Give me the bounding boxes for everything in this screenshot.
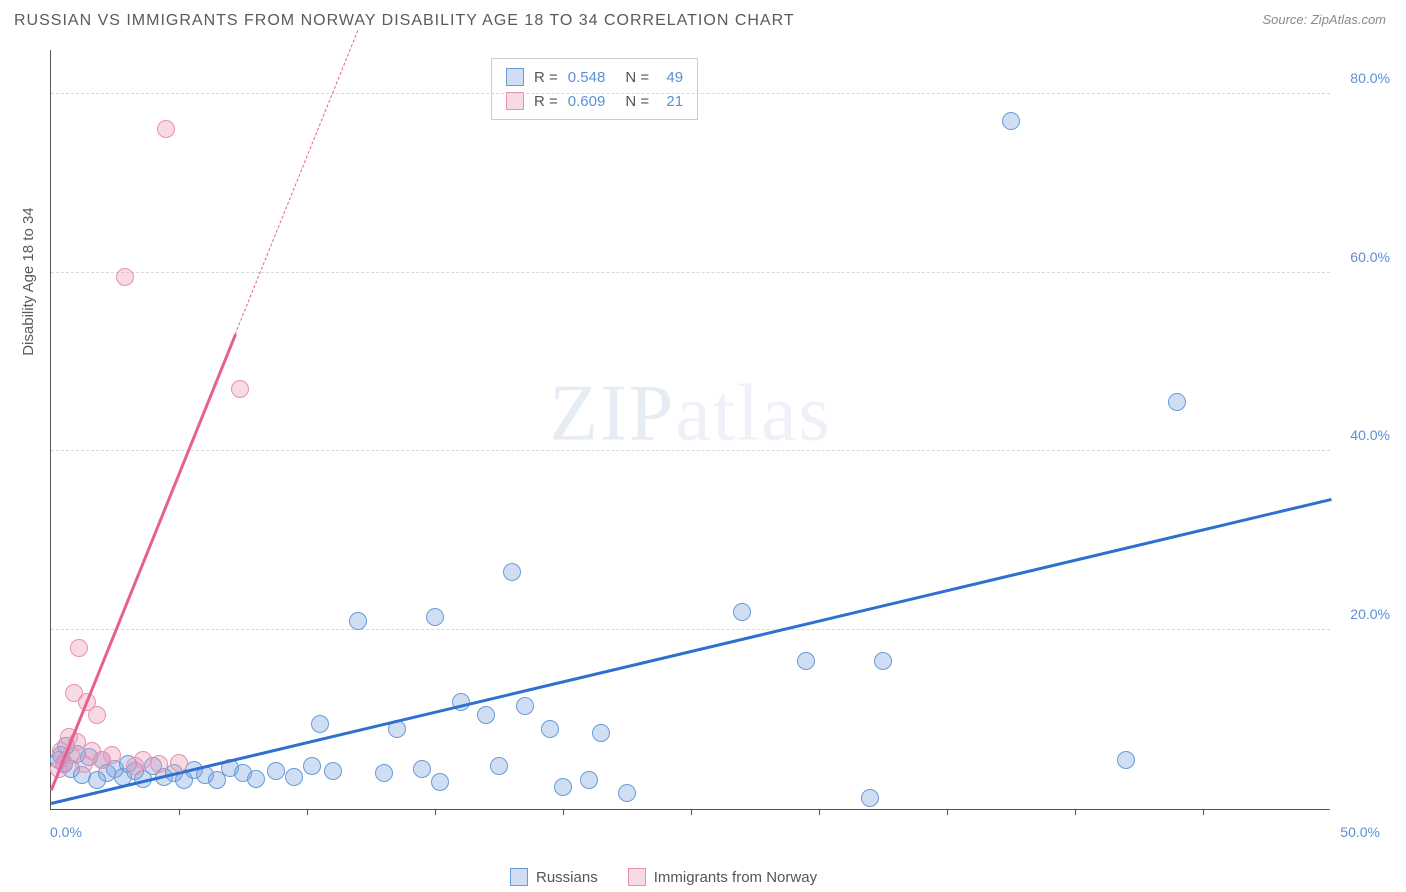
watermark: ZIPatlas (549, 369, 832, 460)
legend-label: Russians (536, 869, 598, 886)
norway-point (103, 746, 121, 764)
russians-legend-swatch (510, 868, 528, 886)
norway-legend-swatch (628, 868, 646, 886)
r-value: 0.609 (568, 93, 606, 110)
russians-point (592, 724, 610, 742)
russians-trendline (51, 498, 1332, 804)
norway-point (70, 639, 88, 657)
russians-point (503, 563, 521, 581)
russians-point (349, 612, 367, 630)
russians-point (1117, 751, 1135, 769)
r-label: R = (534, 69, 558, 86)
plot-area: ZIPatlas R =0.548N =49R =0.609N =21 20.0… (50, 50, 1330, 810)
gridline (51, 629, 1330, 630)
r-value: 0.548 (568, 69, 606, 86)
russians-point (303, 757, 321, 775)
y-tick-label: 80.0% (1350, 70, 1390, 86)
x-tick (819, 809, 820, 815)
russians-point (267, 762, 285, 780)
legend-label: Immigrants from Norway (654, 869, 817, 886)
gridline (51, 93, 1330, 94)
russians-point (516, 697, 534, 715)
russians-point (431, 773, 449, 791)
x-axis-min-label: 0.0% (50, 824, 82, 840)
norway-point (157, 120, 175, 138)
gridline (51, 450, 1330, 451)
russians-point (426, 608, 444, 626)
norway-point (170, 754, 188, 772)
n-value: 21 (659, 93, 683, 110)
x-tick (307, 809, 308, 815)
stats-row-russians: R = 0.548 N = 49 (506, 65, 683, 89)
x-tick (563, 809, 564, 815)
x-tick (1203, 809, 1204, 815)
russians-point (554, 778, 572, 796)
russians-point (541, 720, 559, 738)
russians-point (1002, 112, 1020, 130)
russians-point (733, 603, 751, 621)
russians-point (324, 762, 342, 780)
n-label: N = (625, 69, 649, 86)
russians-point (797, 652, 815, 670)
x-tick (179, 809, 180, 815)
russians-point (580, 771, 598, 789)
correlation-stats-box: R = 0.548 N = 49 R = 0.609 N = 21 (491, 58, 698, 120)
russians-point (874, 652, 892, 670)
x-axis-max-label: 50.0% (1340, 824, 1380, 840)
legend-item-norway: Immigrants from Norway (628, 868, 817, 886)
russians-point (1168, 393, 1186, 411)
legend: Russians Immigrants from Norway (510, 868, 817, 886)
y-tick-label: 60.0% (1350, 249, 1390, 265)
source-attribution: Source: ZipAtlas.com (1262, 12, 1386, 27)
gridline (51, 272, 1330, 273)
russians-point (375, 764, 393, 782)
legend-item-russians: Russians (510, 868, 598, 886)
chart-title: RUSSIAN VS IMMIGRANTS FROM NORWAY DISABI… (14, 12, 795, 30)
russians-point (247, 770, 265, 788)
norway-point (231, 380, 249, 398)
norway-point (116, 268, 134, 286)
x-tick (947, 809, 948, 815)
norway-point (88, 706, 106, 724)
russians-point (618, 784, 636, 802)
russians-point (413, 760, 431, 778)
russians-point (285, 768, 303, 786)
x-tick (691, 809, 692, 815)
russians-point (311, 715, 329, 733)
norway-trendline-extrapolation (235, 30, 359, 334)
norway-swatch (506, 92, 524, 110)
russians-point (477, 706, 495, 724)
russians-point (490, 757, 508, 775)
russians-swatch (506, 68, 524, 86)
x-tick (1075, 809, 1076, 815)
y-axis-label: Disability Age 18 to 34 (20, 207, 37, 355)
n-value: 49 (659, 69, 683, 86)
norway-point (150, 755, 168, 773)
y-tick-label: 20.0% (1350, 606, 1390, 622)
n-label: N = (625, 93, 649, 110)
y-tick-label: 40.0% (1350, 427, 1390, 443)
x-tick (435, 809, 436, 815)
r-label: R = (534, 93, 558, 110)
norway-trendline (50, 333, 237, 790)
russians-point (861, 789, 879, 807)
